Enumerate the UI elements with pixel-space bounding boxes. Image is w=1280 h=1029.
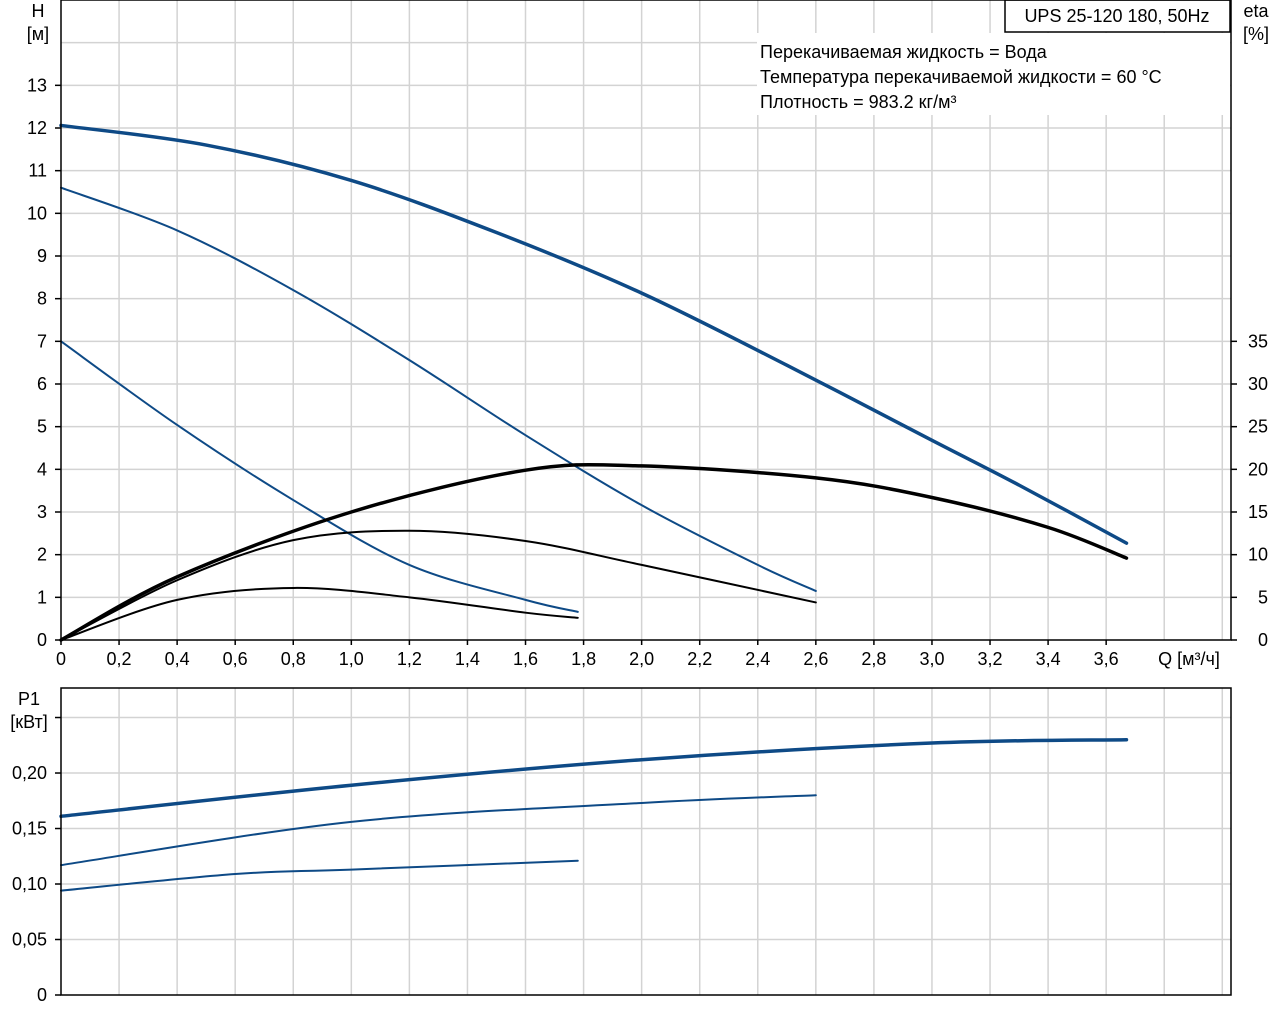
head-curve-1 [59, 123, 1129, 545]
axis-labels: 0 0,2 0,4 0,6 0,8 1,0 1,2 1,4 1,6 1,8 2,0 2,2 2,4 2,6… [12, 75, 1268, 1005]
h-tick-label: 4 [37, 459, 47, 479]
eta-curve-3 [60, 586, 579, 641]
x-tick-label: 1,8 [571, 649, 596, 669]
x-tick-label: 0,2 [107, 649, 132, 669]
power-curve-1 [59, 737, 1129, 819]
p1-axis-label: P1 [18, 689, 40, 709]
p1-tick-label: 0,10 [12, 874, 47, 894]
chart-title: UPS 25-120 180, 50Hz [1024, 6, 1209, 26]
x-tick-label: 1,0 [339, 649, 364, 669]
h-tick-label: 1 [37, 587, 47, 607]
h-tick-label: 5 [37, 417, 47, 437]
head-curve-2 [60, 186, 817, 592]
annotation-temperature: Температура перекачиваемой жидкости = 60… [760, 67, 1162, 87]
power-curve-3 [60, 859, 579, 892]
x-tick-label: 2,2 [687, 649, 712, 669]
h-tick-label: 7 [37, 331, 47, 351]
title-box [1004, 0, 1231, 33]
x-tick-label: 3,4 [1036, 649, 1061, 669]
x-tick-label: 2,8 [861, 649, 886, 669]
eta-tick-label: 35 [1248, 331, 1268, 351]
p1-axis-unit: [кВт] [10, 712, 48, 732]
eta-tick-label: 10 [1248, 545, 1268, 565]
h-tick-label: 13 [27, 75, 47, 95]
x-tick-label: 3,6 [1094, 649, 1119, 669]
eta-tick-label: 0 [1258, 630, 1268, 650]
eta-tick-label: 5 [1258, 587, 1268, 607]
x-tick-label: 3,2 [978, 649, 1003, 669]
eta-axis-label: eta [1243, 1, 1269, 21]
x-tick-label: 2,6 [803, 649, 828, 669]
p1-tick-label: 0,05 [12, 930, 47, 950]
grid-bottom [61, 688, 1231, 995]
h-tick-label: 0 [37, 630, 47, 650]
h-tick-label: 2 [37, 545, 47, 565]
bottom-plot-frame [60, 687, 1232, 996]
eta-tick-label: 25 [1248, 417, 1268, 437]
h-axis-label: H [32, 1, 45, 21]
q-axis-label: Q [м³/ч] [1158, 649, 1220, 669]
power-curve-2 [60, 794, 817, 867]
h-tick-label: 8 [37, 289, 47, 309]
top-plot-frame [60, 0, 1232, 641]
eta-tick-label: 15 [1248, 502, 1268, 522]
head-curve-3 [60, 340, 579, 613]
x-tick-label: 0,8 [281, 649, 306, 669]
x-tick-label: 0,4 [165, 649, 190, 669]
curves-bottom [59, 737, 1129, 892]
annotation-fluid: Перекачиваемая жидкость = Вода [760, 42, 1048, 62]
h-axis-unit: [м] [27, 24, 49, 44]
h-tick-label: 6 [37, 374, 47, 394]
p1-tick-label: 0,15 [12, 819, 47, 839]
x-tick-label: 2,0 [629, 649, 654, 669]
h-tick-label: 9 [37, 246, 47, 266]
eta-curve-1 [59, 462, 1129, 642]
h-tick-label: 3 [37, 502, 47, 522]
annotation-density: Плотность = 983.2 кг/м³ [760, 92, 956, 112]
eta-curve-2 [60, 529, 817, 641]
h-tick-label: 12 [27, 118, 47, 138]
x-tick-label: 1,2 [397, 649, 422, 669]
eta-tick-label: 30 [1248, 374, 1268, 394]
eta-axis-unit: [%] [1243, 24, 1269, 44]
x-tick-label: 2,4 [745, 649, 770, 669]
x-tick-label: 1,6 [513, 649, 538, 669]
curves-top [59, 123, 1129, 642]
x-tick-label: 0 [56, 649, 66, 669]
x-tick-label: 3,0 [919, 649, 944, 669]
p1-tick-label: 0 [37, 985, 47, 1005]
x-tick-label: 1,4 [455, 649, 480, 669]
info-box-bg [757, 33, 1230, 115]
eta-tick-label: 20 [1248, 459, 1268, 479]
p1-tick-label: 0,20 [12, 763, 47, 783]
x-tick-label: 0,6 [223, 649, 248, 669]
h-tick-label: 11 [28, 161, 47, 181]
h-tick-label: 10 [27, 203, 47, 223]
